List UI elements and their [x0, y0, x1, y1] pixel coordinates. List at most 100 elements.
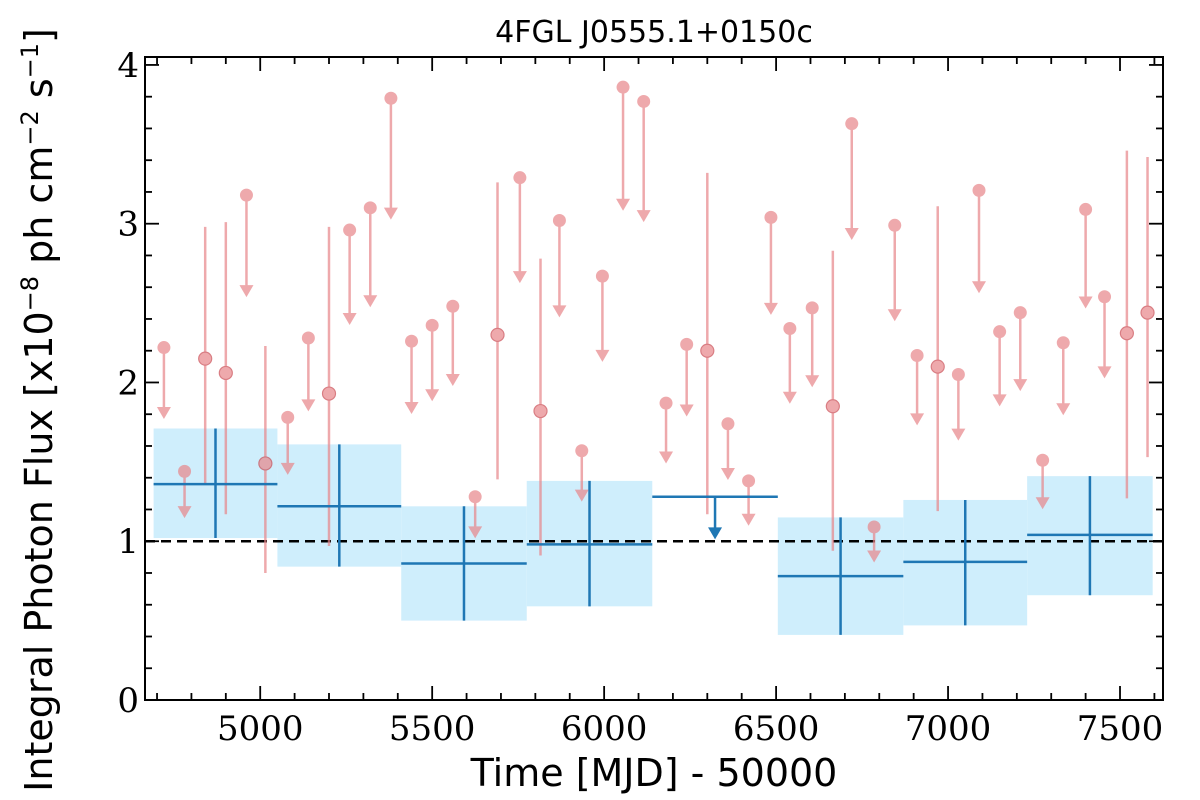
fine-bin-point: [552, 214, 566, 228]
fine-bin-point: [595, 269, 609, 283]
plot-frame: [144, 56, 1164, 701]
fine-bin-arrowhead: [177, 506, 192, 519]
fine-bin-point: [742, 474, 756, 488]
fine-bin-point: [1098, 290, 1112, 304]
fine-bin-point: [888, 218, 902, 232]
fine-bin-point: [405, 334, 419, 348]
fine-bin-arrowhead: [805, 375, 820, 388]
fine-bin-point: [301, 331, 315, 345]
fine-bin-arrowhead: [910, 413, 925, 426]
y-axis-label-exp1: −8: [16, 276, 44, 311]
fine-bin-point: [258, 456, 273, 471]
y-axis-label: Integral Photon Flux [x10−8 ph cm−2 s−1]: [16, 28, 61, 792]
fine-bin-arrowhead: [951, 428, 966, 441]
y-axis-label-exp2: −2: [16, 110, 44, 145]
fine-bin-point: [321, 386, 337, 401]
fine-bin-point: [157, 341, 171, 355]
y-tick-label: 1: [117, 522, 139, 562]
fine-bin-arrowhead: [404, 401, 419, 414]
fine-bin-point: [783, 321, 797, 335]
fine-bin-point: [198, 351, 213, 366]
x-tick-label: 5500: [389, 709, 476, 749]
fine-bin-point: [490, 327, 505, 342]
y-tick-label: 3: [117, 205, 139, 245]
y-tick-label: 0: [117, 681, 139, 721]
fine-bin-arrowhead: [741, 513, 756, 526]
fine-bin-point: [1079, 202, 1093, 216]
fine-bin-point: [468, 490, 482, 504]
fine-bin-arrowhead: [1013, 379, 1028, 392]
y-axis-label-close: ]: [17, 28, 61, 43]
y-axis-label-unit2: s: [17, 78, 61, 110]
fine-bin-arrowhead: [720, 467, 735, 480]
fine-bin-point: [575, 444, 589, 458]
plot-area: [145, 80, 1163, 635]
fine-bin-arrowhead: [782, 391, 797, 404]
fine-bin-arrowhead: [1035, 497, 1050, 510]
fine-bin-point: [764, 210, 778, 224]
fine-bin-arrowhead: [616, 198, 631, 211]
fine-bin-point: [993, 325, 1007, 339]
fine-bin-point: [616, 80, 630, 94]
fine-bin-point: [1056, 336, 1070, 350]
fine-bin-arrowhead: [763, 302, 778, 315]
fine-bin-point: [343, 223, 357, 237]
fine-bin-arrowhead: [659, 451, 674, 464]
fine-bin-arrowhead: [383, 207, 398, 220]
fine-bin-point: [425, 318, 439, 332]
fine-bin-arrowhead: [468, 526, 483, 539]
fine-bin-arrowhead: [156, 407, 171, 420]
coarse-bin-arrowhead: [708, 527, 723, 540]
y-axis-label-exp3: −1: [16, 43, 44, 78]
fine-bin-arrowhead: [342, 313, 357, 326]
fine-bin-point: [700, 343, 715, 358]
fine-bin-arrowhead: [1056, 403, 1071, 416]
y-axis-label-main: Integral Photon Flux [x10: [17, 311, 61, 792]
axis-ticks: 5000 5500 6000 6500 7000 7500 0 1 2 3 4: [117, 46, 1163, 749]
fine-bins-series: [156, 80, 1155, 573]
fine-bin-point: [1140, 305, 1155, 320]
fine-bin-point: [680, 337, 694, 351]
fine-bin-point: [178, 464, 192, 478]
fine-bin-point: [239, 188, 253, 202]
fine-bin-point: [384, 91, 398, 105]
fine-bin-point: [867, 520, 881, 534]
fine-bin-point: [513, 171, 527, 185]
fine-bin-point: [637, 94, 651, 108]
fine-bin-arrowhead: [280, 462, 295, 475]
fine-bin-arrowhead: [301, 399, 316, 412]
fine-bin-arrowhead: [844, 227, 859, 240]
fine-bin-point: [845, 117, 859, 131]
x-tick-label: 7000: [905, 709, 992, 749]
fine-bin-point: [951, 368, 965, 382]
fine-bin-arrowhead: [512, 271, 527, 284]
fine-bin-arrowhead: [636, 210, 651, 223]
fine-bin-point: [930, 359, 945, 374]
x-axis-label: Time [MJD] - 50000: [470, 751, 838, 795]
fine-bin-point: [1013, 306, 1027, 320]
fine-bin-point: [533, 403, 548, 419]
fine-bin-point: [446, 299, 460, 313]
fine-bin-arrowhead: [992, 394, 1007, 407]
fine-bin-arrowhead: [445, 374, 460, 387]
fine-bin-arrowhead: [1097, 366, 1112, 379]
fine-bin-arrowhead: [574, 489, 589, 502]
x-tick-label: 5000: [217, 709, 304, 749]
fine-bin-arrowhead: [679, 404, 694, 417]
y-axis-label-unit: ph cm: [17, 146, 61, 276]
fine-bin-point: [363, 201, 377, 215]
fine-bin-point: [825, 399, 840, 414]
fine-bin-point: [910, 348, 924, 362]
fine-bin-point: [659, 396, 673, 410]
fine-bin-point: [281, 410, 295, 424]
fine-bin-arrowhead: [972, 281, 987, 294]
chart-title: 4FGL J0555.1+0150c: [495, 15, 813, 50]
fine-bin-point: [721, 417, 735, 431]
fine-bin-arrowhead: [239, 285, 254, 298]
fine-bin-point: [805, 301, 819, 315]
fine-bin-point: [218, 365, 233, 381]
fine-bin-arrowhead: [363, 295, 378, 308]
x-tick-label: 6000: [561, 709, 648, 749]
fine-bin-point: [1036, 453, 1050, 467]
fine-bin-arrowhead: [887, 309, 902, 322]
